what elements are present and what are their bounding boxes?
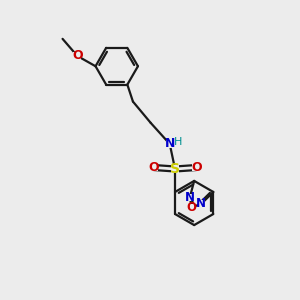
FancyBboxPatch shape — [74, 52, 81, 60]
Text: O: O — [72, 50, 83, 62]
Text: N: N — [165, 137, 175, 151]
Text: O: O — [148, 161, 159, 174]
FancyBboxPatch shape — [171, 165, 179, 173]
FancyBboxPatch shape — [150, 164, 158, 171]
FancyBboxPatch shape — [192, 164, 200, 171]
FancyBboxPatch shape — [186, 194, 194, 201]
Text: O: O — [191, 161, 202, 174]
Text: H: H — [174, 136, 182, 147]
Text: N: N — [185, 190, 195, 204]
FancyBboxPatch shape — [197, 200, 205, 207]
FancyBboxPatch shape — [166, 140, 174, 148]
Text: N: N — [196, 197, 206, 210]
Text: O: O — [187, 201, 197, 214]
FancyBboxPatch shape — [188, 204, 196, 211]
Text: S: S — [170, 162, 180, 176]
